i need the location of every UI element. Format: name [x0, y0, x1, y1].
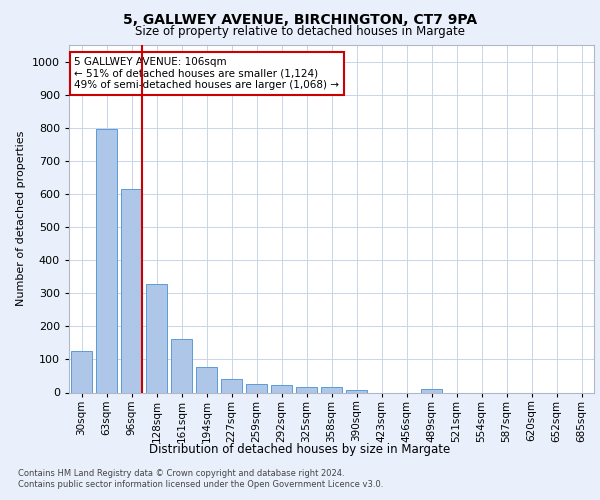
Bar	[346, 390, 367, 392]
Text: 5, GALLWEY AVENUE, BIRCHINGTON, CT7 9PA: 5, GALLWEY AVENUE, BIRCHINGTON, CT7 9PA	[123, 12, 477, 26]
Bar	[421, 389, 442, 392]
Bar	[271, 384, 292, 392]
Bar	[296, 387, 317, 392]
Bar	[71, 351, 92, 393]
Bar	[246, 384, 267, 392]
Bar	[121, 189, 142, 392]
Text: Size of property relative to detached houses in Margate: Size of property relative to detached ho…	[135, 25, 465, 38]
Text: Distribution of detached houses by size in Margate: Distribution of detached houses by size …	[149, 442, 451, 456]
Bar	[96, 130, 117, 392]
Bar	[196, 366, 217, 392]
Text: Contains public sector information licensed under the Open Government Licence v3: Contains public sector information licen…	[18, 480, 383, 489]
Bar	[321, 387, 342, 392]
Text: Contains HM Land Registry data © Crown copyright and database right 2024.: Contains HM Land Registry data © Crown c…	[18, 469, 344, 478]
Text: 5 GALLWEY AVENUE: 106sqm
← 51% of detached houses are smaller (1,124)
49% of sem: 5 GALLWEY AVENUE: 106sqm ← 51% of detach…	[74, 57, 339, 90]
Y-axis label: Number of detached properties: Number of detached properties	[16, 131, 26, 306]
Bar	[146, 284, 167, 393]
Bar	[221, 380, 242, 392]
Bar	[171, 339, 192, 392]
